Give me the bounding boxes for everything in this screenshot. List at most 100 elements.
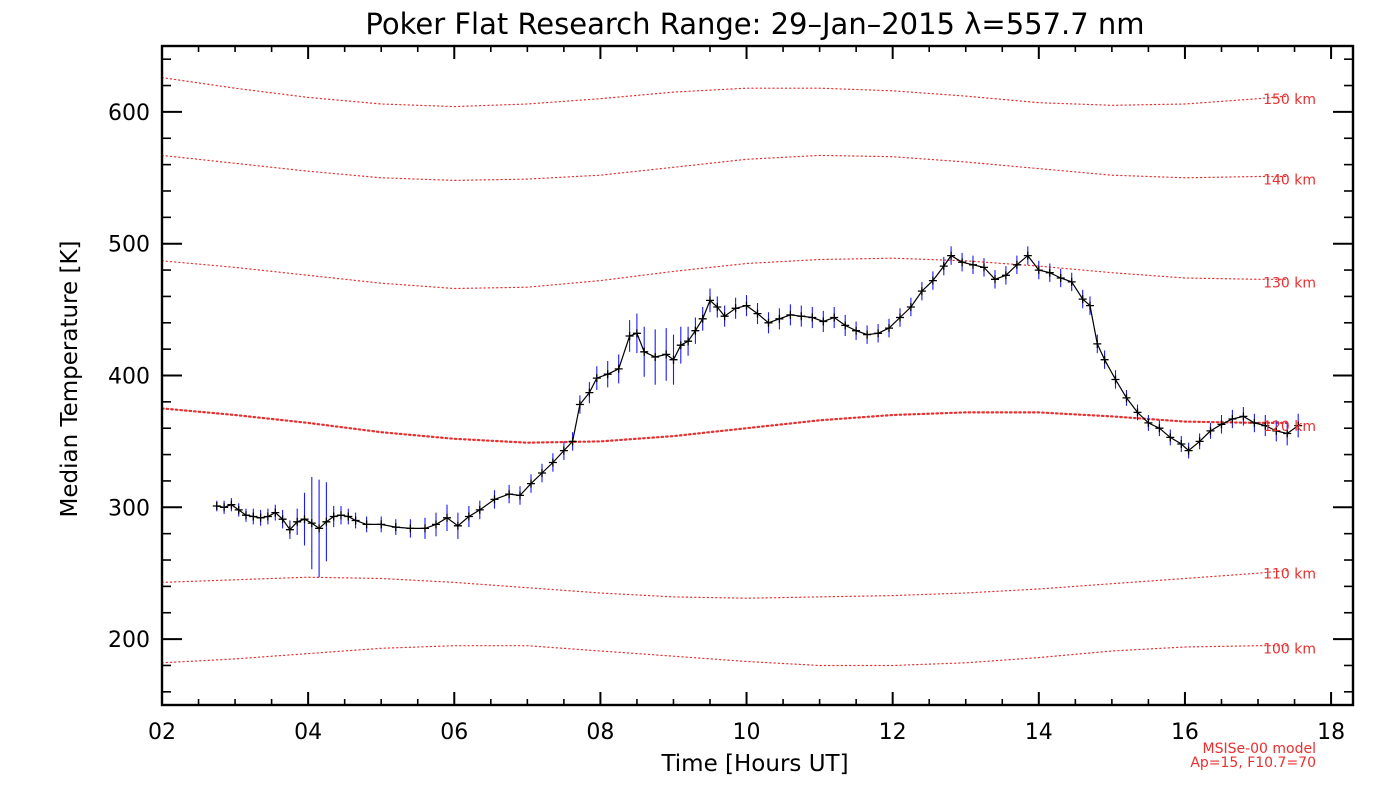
data-point — [585, 388, 594, 397]
data-point — [885, 324, 893, 333]
model-label-120km: 120 km — [1263, 419, 1316, 435]
data-point — [271, 508, 280, 517]
data-point — [863, 330, 872, 339]
data-point — [947, 251, 956, 260]
model-labels: 100 km 110 km 120 km 130 km 140 km 150 km — [1263, 92, 1316, 658]
data-point — [1067, 277, 1076, 286]
model-curve-110km — [161, 569, 1288, 599]
data-point — [212, 502, 221, 510]
data-point — [538, 469, 546, 477]
y-tick-label: 300 — [108, 496, 150, 521]
data-point — [1144, 418, 1153, 427]
model-label-110km: 110 km — [1263, 567, 1316, 583]
data-point — [669, 355, 678, 364]
data-point — [351, 516, 360, 525]
data-point — [516, 491, 524, 500]
data-point — [662, 350, 671, 359]
data-point — [706, 296, 714, 305]
x-tick-label: 14 — [1025, 720, 1053, 745]
data-point — [1100, 355, 1109, 364]
data-point — [1261, 421, 1270, 430]
data-point — [1250, 418, 1259, 427]
data-point — [991, 275, 999, 284]
data-point — [263, 512, 272, 521]
y-tick-label: 400 — [108, 365, 150, 390]
data-point — [307, 519, 316, 528]
data-point — [691, 326, 700, 335]
data-point — [443, 513, 451, 522]
data-point — [1177, 440, 1186, 448]
data-point — [640, 347, 649, 356]
data-point — [1122, 393, 1131, 402]
x-axis-ticks: 02 04 06 08 10 12 14 16 18 — [148, 46, 1345, 745]
data-point — [1045, 268, 1054, 277]
data-point — [220, 503, 229, 512]
data-point — [568, 437, 577, 446]
data-point — [329, 512, 338, 521]
data-point — [764, 318, 773, 327]
data-point — [969, 260, 977, 269]
measurement-points — [212, 251, 1303, 534]
data-point — [1155, 424, 1164, 433]
data-point — [852, 326, 861, 335]
model-curves — [160, 76, 1289, 667]
data-point — [830, 313, 839, 322]
data-point — [527, 479, 535, 488]
model-curve-100km — [161, 645, 1288, 667]
data-point — [1086, 301, 1094, 310]
y-axis-label: Median Temperature [K] — [57, 241, 83, 518]
data-point — [300, 515, 309, 524]
data-point — [1023, 251, 1032, 260]
data-point — [391, 523, 400, 532]
data-point — [285, 525, 294, 534]
data-point — [731, 304, 740, 313]
data-point — [548, 458, 557, 467]
x-axis-label: Time [Hours UT] — [660, 751, 848, 777]
model-curve-120km — [160, 407, 1289, 444]
x-tick-label: 08 — [586, 720, 614, 745]
y-axis-ticks: 200 300 400 500 600 — [108, 58, 1353, 693]
data-point — [1239, 412, 1248, 421]
data-point — [421, 524, 429, 533]
data-point — [603, 370, 612, 379]
data-point — [464, 512, 473, 521]
data-point — [1078, 295, 1087, 304]
data-point — [322, 517, 331, 526]
data-point — [377, 520, 386, 529]
data-point — [958, 258, 967, 267]
data-point — [315, 524, 324, 533]
data-point — [808, 313, 817, 322]
data-point — [256, 513, 265, 522]
data-point — [841, 321, 850, 330]
data-point — [249, 512, 258, 521]
data-point — [242, 511, 250, 520]
data-point — [917, 287, 926, 296]
model-note-line-2: Ap=15, F10.7=70 — [1190, 755, 1316, 771]
data-point — [278, 515, 287, 524]
model-note-line-1: MSISe-00 model — [1202, 741, 1316, 757]
data-point — [344, 512, 353, 521]
data-point — [928, 276, 937, 285]
data-point — [453, 521, 462, 530]
data-point — [775, 314, 784, 323]
x-tick-label: 06 — [440, 720, 468, 745]
x-tick-label: 10 — [733, 720, 761, 745]
data-point — [651, 353, 660, 361]
data-point — [505, 490, 514, 499]
data-point — [698, 314, 707, 323]
data-point — [475, 505, 484, 514]
data-point — [742, 301, 751, 310]
data-point — [1056, 274, 1065, 282]
x-tick-label: 02 — [148, 720, 176, 745]
model-label-130km: 130 km — [1263, 275, 1316, 291]
y-tick-label: 200 — [108, 628, 150, 653]
data-point — [1001, 271, 1010, 280]
data-point — [874, 329, 883, 338]
data-point — [1166, 433, 1175, 442]
data-point — [1111, 375, 1120, 384]
data-point — [559, 446, 568, 455]
data-point — [1012, 260, 1021, 269]
data-point — [625, 332, 634, 340]
data-point — [432, 520, 440, 529]
